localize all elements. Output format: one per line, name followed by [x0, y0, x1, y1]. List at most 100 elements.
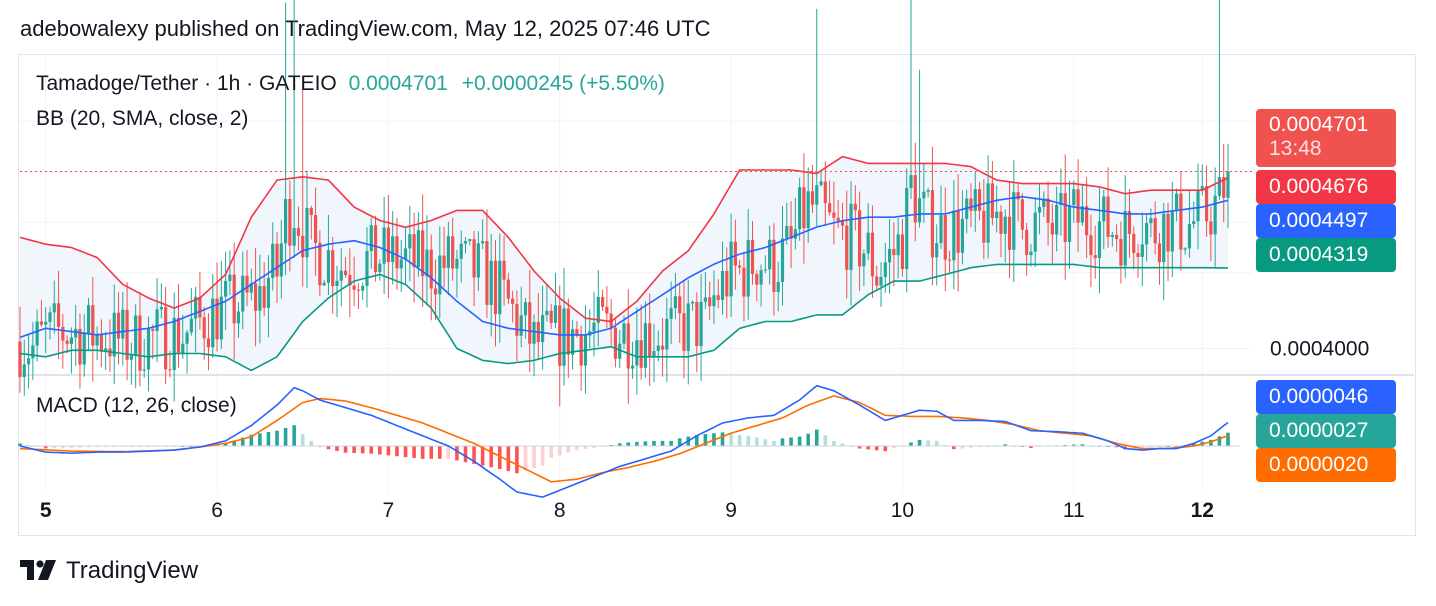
- candle-body: [116, 312, 121, 339]
- candle-body: [506, 279, 510, 299]
- last-price-tag: 0.0004701 13:48: [1256, 109, 1396, 167]
- macd-histogram-bar: [652, 440, 656, 446]
- candle-body: [930, 190, 935, 258]
- macd-value-tag: 0.0000046: [1256, 380, 1396, 414]
- candle-body: [412, 234, 416, 268]
- macd-histogram-bar: [1063, 444, 1068, 446]
- candle-body: [999, 211, 1003, 234]
- candle-body: [626, 323, 630, 369]
- candle-body: [176, 317, 181, 354]
- macd-histogram-bar: [420, 446, 425, 459]
- macd-histogram-bar: [69, 446, 74, 449]
- candle-body: [892, 248, 896, 256]
- macd-histogram-bar: [660, 440, 665, 446]
- candle-body: [690, 301, 695, 304]
- macd-histogram-bar: [61, 446, 65, 449]
- candle-body: [211, 298, 215, 348]
- candle-body: [254, 283, 258, 311]
- candle-body: [348, 274, 352, 286]
- candle-body: [356, 289, 361, 291]
- candle-body: [729, 241, 733, 297]
- macd-histogram-bar: [952, 446, 956, 450]
- candles: [18, 0, 1230, 407]
- candle-body: [511, 298, 515, 304]
- candle-body: [228, 274, 232, 281]
- last-price-tag-value: 0.0004701: [1269, 113, 1369, 136]
- macd-histogram-bar: [463, 446, 468, 463]
- candle-body: [755, 274, 759, 285]
- macd-histogram-bar: [695, 434, 699, 446]
- macd-histogram-bar: [917, 439, 922, 446]
- candle-body: [708, 297, 712, 307]
- candle-body: [1119, 239, 1123, 266]
- candle-body: [1145, 223, 1149, 245]
- x-tick-label: 9: [725, 499, 737, 522]
- candle-body: [493, 260, 498, 315]
- candle-body: [99, 333, 103, 352]
- macd-histogram-bar: [43, 446, 48, 449]
- candle-body: [331, 250, 335, 287]
- candle-body: [1003, 216, 1007, 234]
- candle-body: [498, 260, 502, 315]
- candle-body: [605, 306, 609, 314]
- macd-histogram-bar: [832, 440, 836, 446]
- macd-histogram-bar: [583, 446, 588, 450]
- macd-histogram-bar: [857, 446, 862, 449]
- candle-body: [1222, 177, 1226, 198]
- candle-body: [541, 315, 545, 343]
- macd-histogram-bar: [258, 433, 262, 446]
- candle-body: [562, 308, 566, 366]
- candle-body: [142, 369, 146, 371]
- candle-body: [630, 365, 635, 369]
- candle-body: [845, 225, 849, 270]
- candle-body: [896, 234, 900, 256]
- macd-histogram-bar: [335, 446, 339, 451]
- candle-body: [1025, 229, 1029, 256]
- candle-body: [798, 187, 802, 230]
- macd-histogram-bar: [617, 443, 622, 446]
- candle-body: [279, 243, 283, 277]
- macd-histogram-bar: [489, 446, 494, 468]
- candle-body: [442, 255, 446, 268]
- macd-histogram-bar: [592, 446, 596, 448]
- macd-histogram-bar: [635, 441, 639, 446]
- candle-body: [369, 225, 373, 252]
- candle-body: [1127, 211, 1132, 234]
- bollinger-lines: [19, 155, 1229, 372]
- macd-histogram-bar: [240, 437, 245, 446]
- candle-body: [613, 327, 618, 359]
- macd-histogram-bar: [223, 443, 228, 446]
- candle-body: [245, 275, 249, 293]
- candle-body: [875, 276, 879, 286]
- candle-body: [695, 301, 699, 347]
- macd-histogram-bar: [395, 446, 399, 457]
- candle-body: [155, 309, 159, 331]
- symbol-title: Tamadoge/Tether · 1h · GATEIO: [36, 72, 337, 95]
- candle-body: [673, 296, 678, 309]
- tradingview-logo-icon: [20, 560, 56, 580]
- macd-indicator-label[interactable]: MACD (12, 26, close): [36, 394, 237, 417]
- candle-body: [785, 225, 789, 239]
- candle-body: [592, 322, 596, 332]
- tradingview-footer[interactable]: TradingView: [20, 557, 198, 585]
- macd-histogram-bar: [1123, 446, 1127, 450]
- candle-body: [232, 274, 236, 324]
- bb-indicator-label[interactable]: BB (20, SMA, close, 2): [36, 107, 249, 130]
- macd-histogram-bar: [283, 427, 288, 446]
- candle-body: [746, 239, 750, 297]
- macd-histogram-bar: [506, 446, 511, 472]
- bollinger-upper-line: [19, 155, 1229, 323]
- candle-body: [840, 220, 845, 226]
- macd-histogram-bar: [352, 446, 356, 453]
- candle-body: [660, 345, 665, 350]
- candle-body: [905, 188, 909, 270]
- macd-line: [19, 384, 1229, 498]
- macd-histogram-bar: [874, 446, 879, 451]
- candle-body: [185, 332, 189, 344]
- candle-body: [18, 341, 22, 378]
- candle-body: [249, 283, 253, 293]
- macd-histogram-bar: [806, 433, 810, 446]
- macd-histogram-bar: [720, 432, 725, 446]
- candle-body: [134, 315, 138, 356]
